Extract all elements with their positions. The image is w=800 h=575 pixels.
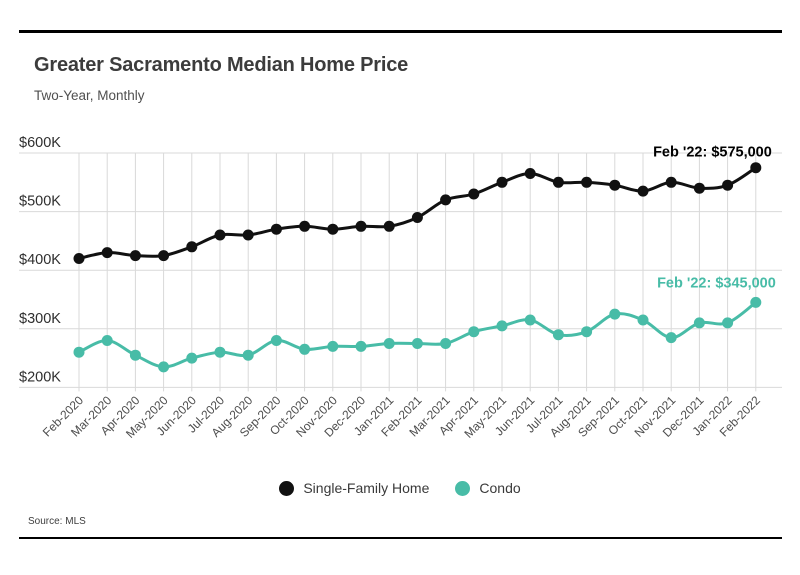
y-axis-tick-label: $300K [19,311,61,327]
data-point-single-family-home [299,220,311,232]
data-point-single-family-home [468,188,480,200]
data-point-single-family-home [552,176,564,188]
data-point-single-family-home [101,247,113,259]
legend-label-condo: Condo [479,480,521,496]
data-point-single-family-home [214,229,226,241]
legend: Single-Family Home Condo [0,480,800,496]
y-axis-tick-label: $600K [19,135,61,151]
data-point-single-family-home [750,162,762,174]
data-point-condo [299,343,311,355]
data-point-condo [327,340,339,352]
data-point-single-family-home [129,250,141,262]
data-point-condo [637,314,649,326]
top-rule [19,30,782,33]
data-point-condo [270,335,282,346]
data-point-condo [609,308,621,320]
data-point-single-family-home [440,194,452,206]
y-axis-tick-label: $200K [19,369,61,385]
data-point-condo [73,346,85,358]
data-point-single-family-home [722,179,734,191]
data-point-condo [524,314,536,326]
annotation-single-family-home: Feb '22: $575,000 [653,145,772,161]
data-point-single-family-home [411,212,423,223]
bottom-rule [19,537,782,539]
chart-title: Greater Sacramento Median Home Price [34,54,409,76]
data-point-condo [496,320,508,332]
data-point-single-family-home [609,179,621,191]
data-point-condo [101,335,113,346]
y-axis-tick-label: $500K [19,194,61,210]
chart-subtitle: Two-Year, Monthly [34,88,145,103]
data-point-condo [750,296,762,308]
data-point-condo [242,349,254,361]
data-point-single-family-home [186,241,198,253]
data-point-single-family-home [665,176,677,188]
legend-item-single-family-home: Single-Family Home [279,480,429,496]
data-point-condo [214,346,226,358]
data-point-single-family-home [637,185,649,197]
data-point-condo [355,340,367,352]
legend-label-single-family-home: Single-Family Home [303,480,430,496]
data-point-condo [411,338,423,349]
legend-item-condo: Condo [455,480,521,496]
data-point-single-family-home [270,223,282,235]
annotation-condo: Feb '22: $345,000 [657,275,776,291]
data-point-condo [581,326,593,338]
data-point-single-family-home [693,182,705,194]
source-note: Source: MLS [28,516,86,527]
y-axis-tick-label: $400K [19,252,61,268]
data-point-condo [552,329,564,341]
data-point-single-family-home [524,168,536,179]
data-point-condo [468,326,480,338]
data-point-single-family-home [383,220,395,232]
data-point-single-family-home [242,229,254,241]
data-point-single-family-home [73,253,85,264]
data-point-condo [129,349,141,361]
single-family-series-dot-icon [279,480,295,496]
data-point-condo [665,332,677,344]
data-point-condo [693,317,705,329]
data-point-condo [440,338,452,349]
data-point-condo [722,317,734,329]
data-point-single-family-home [496,176,508,188]
data-point-condo [158,361,170,373]
data-point-single-family-home [355,220,367,232]
data-point-condo [186,352,198,364]
data-point-single-family-home [158,250,170,262]
data-point-condo [383,338,395,349]
condo-series-dot-icon [455,480,471,496]
data-point-single-family-home [327,223,339,235]
data-point-single-family-home [581,176,593,188]
